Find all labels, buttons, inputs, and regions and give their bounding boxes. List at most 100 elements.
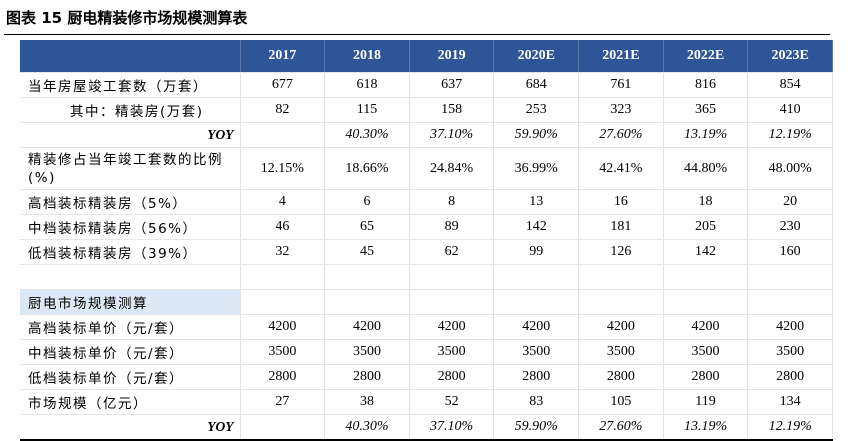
cell: 205 [663,214,749,240]
cell: 24.84% [409,147,495,190]
cell: 89 [409,214,495,240]
cell: 3500 [324,339,410,365]
cell: 65 [324,214,410,240]
cell: 677 [240,72,326,98]
column-header: 2020E [493,40,580,73]
column-header: 2018 [324,40,410,73]
cell: 27.60% [578,414,664,441]
cell: 27.60% [578,122,664,148]
cell [240,122,326,148]
cell: 62 [409,239,495,265]
cell: 2800 [747,364,833,390]
cell: 3500 [240,339,326,365]
cell: 40.30% [324,122,410,148]
blank-row [20,264,833,290]
cell: 115 [324,97,410,123]
cell: 253 [493,97,580,123]
cell: 4200 [240,314,326,340]
cell: 105 [578,389,664,415]
row: 厨电市场规模测算 [20,289,833,315]
row-label: 高档装标单价（元/套） [20,314,241,340]
cell: 410 [747,97,833,123]
cell: 59.90% [493,414,580,441]
cell: 38 [324,389,410,415]
row-label: 其中：精装房(万套) [20,97,241,123]
row-label: 中档装标单价（元/套） [20,339,241,365]
cell: 45 [324,239,410,265]
cell: 42.41% [578,147,664,190]
row: 低档装标精装房（39%） 32 45 62 99 126 142 160 [20,239,833,265]
cell: 18.66% [324,147,410,190]
cell: 2800 [578,364,664,390]
cell: 4200 [578,314,664,340]
cell: 3500 [493,339,580,365]
cell: 3500 [747,339,833,365]
row: 当年房屋竣工套数（万套） 677 618 637 684 761 816 854 [20,72,833,98]
cell: 365 [663,97,749,123]
cell: 3500 [663,339,749,365]
cell: 4200 [663,314,749,340]
title-rule [4,34,830,35]
cell: 2800 [493,364,580,390]
row-label: 低档装标精装房（39%） [20,239,241,265]
cell [409,264,495,290]
cell [747,264,833,290]
cell: 36.99% [493,147,580,190]
cell: 18 [663,189,749,215]
row: 市场规模（亿元） 27 38 52 83 105 119 134 [20,389,833,415]
cell: 119 [663,389,749,415]
cell: 99 [493,239,580,265]
row: 中档装标单价（元/套） 3500 3500 3500 3500 3500 3500 3500 [20,339,833,365]
cell [578,264,664,290]
row-label: 低档装标单价（元/套） [20,364,241,390]
cell [240,264,326,290]
cell: 142 [663,239,749,265]
row: 高档装标单价（元/套） 4200 4200 4200 4200 4200 4200 4200 [20,314,833,340]
cell: 2800 [663,364,749,390]
cell: 8 [409,189,495,215]
cell [493,289,580,315]
cell: 618 [324,72,410,98]
column-header: 2021E [578,40,664,73]
row: YOY 40.30% 37.10% 59.90% 27.60% 13.19% 12.19% [20,122,833,148]
cell: 684 [493,72,580,98]
cell: 46 [240,214,326,240]
row: 高档装标精装房（5%） 4 6 8 13 16 18 20 [20,189,833,215]
cell: 13.19% [663,122,749,148]
cell: 27 [240,389,326,415]
cell: 160 [747,239,833,265]
cell: 637 [409,72,495,98]
row: 精装修占当年竣工套数的比例(%) 12.15% 18.66% 24.84% 36.99%… [20,147,833,190]
cell: 12.15% [240,147,326,190]
cell [663,289,749,315]
cell: 52 [409,389,495,415]
row-label: 精装修占当年竣工套数的比例(%) [20,147,241,190]
cell: 4 [240,189,326,215]
cell: 82 [240,97,326,123]
cell: 134 [747,389,833,415]
column-header: 2022E [663,40,749,73]
caption: 图表 15 厨电精装修市场规模测算表 [6,9,248,27]
row-label: 中档装标精装房（56%） [20,214,241,240]
row: 中档装标精装房（56%） 46 65 89 142 181 205 230 [20,214,833,240]
cell [324,264,410,290]
cell: 13 [493,189,580,215]
cell: 323 [578,97,664,123]
cell: 4200 [747,314,833,340]
cell: 158 [409,97,495,123]
row: 其中：精装房(万套) 82 115 158 253 323 365 410 [20,97,833,123]
cell: 59.90% [493,122,580,148]
cell: 4200 [493,314,580,340]
cell: 3500 [409,339,495,365]
cell: 6 [324,189,410,215]
cell: 44.80% [663,147,749,190]
cell: 20 [747,189,833,215]
cell [240,414,326,441]
cell: 4200 [409,314,495,340]
cell: 142 [493,214,580,240]
cell [493,264,580,290]
cell [324,289,410,315]
row-label: 当年房屋竣工套数（万套） [20,72,241,98]
cell [747,289,833,315]
